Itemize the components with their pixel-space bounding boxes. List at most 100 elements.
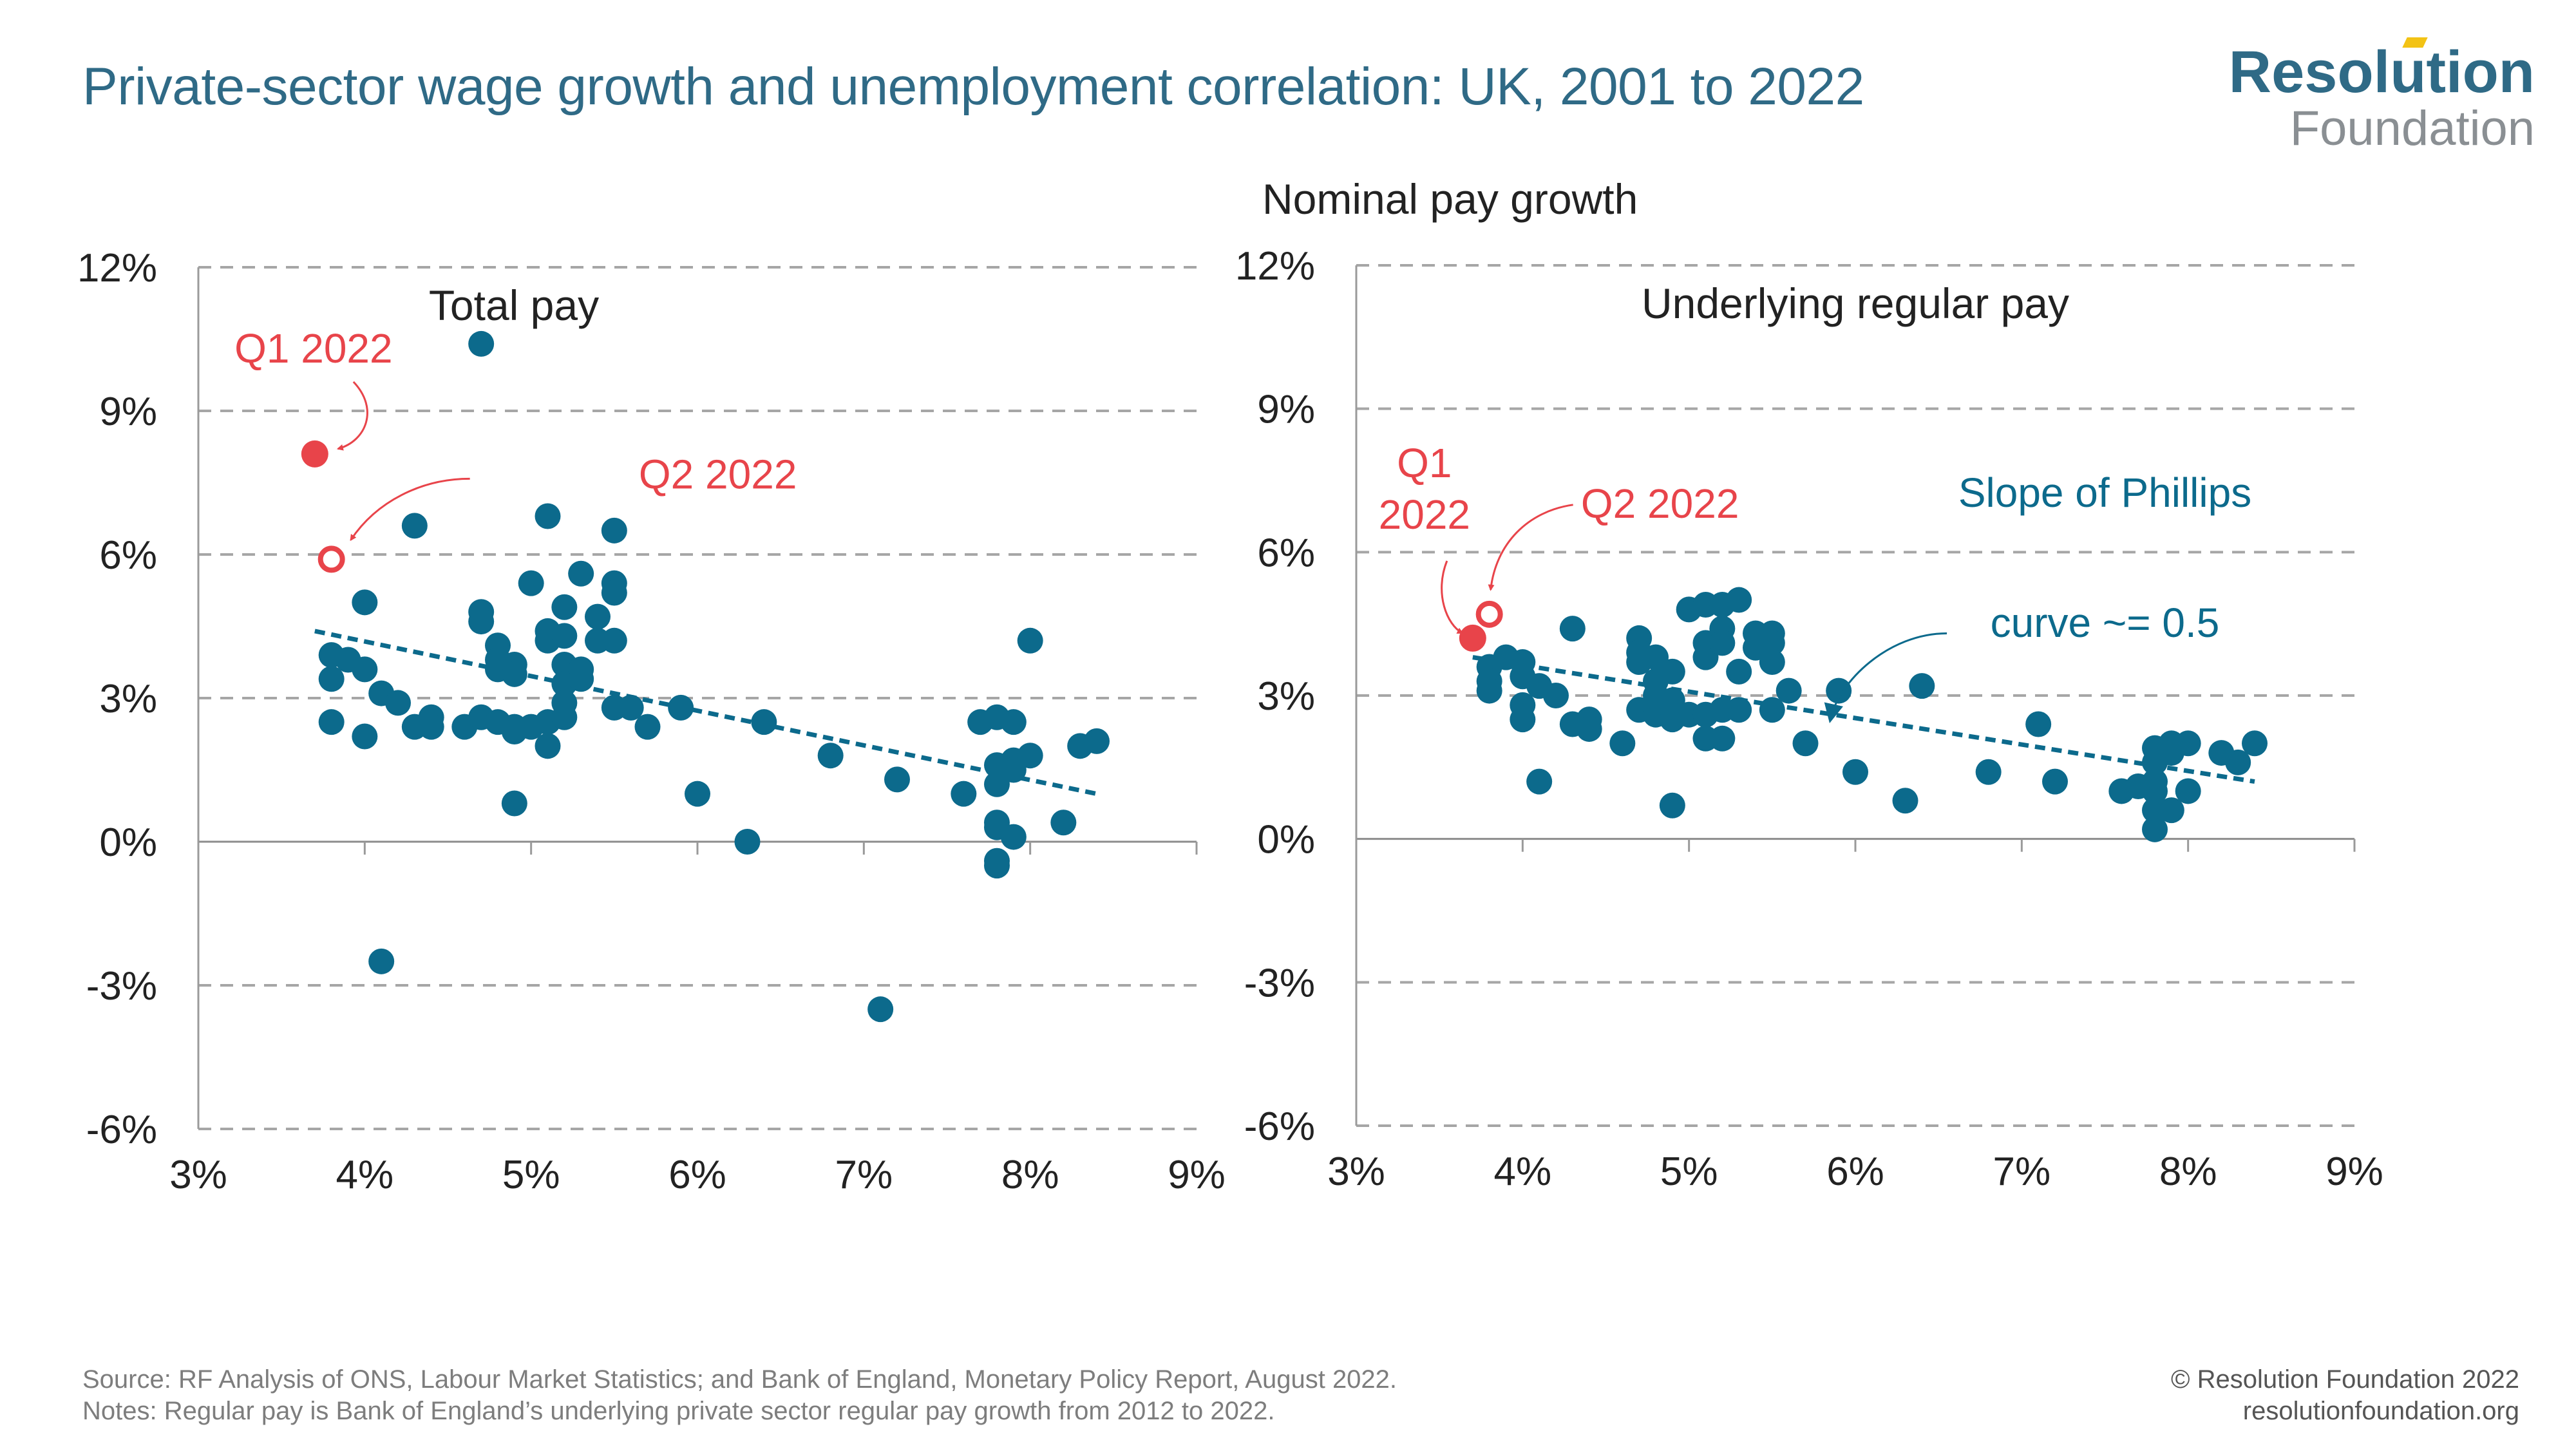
data-point (1909, 673, 1935, 699)
data-point (501, 790, 527, 817)
data-point (501, 661, 527, 687)
chart-panel-total-pay: -6% -3% 0% 3% 6% 9% 12% 3% 4% 5% 6% 7% 8% 9% Total pay… (77, 246, 1226, 1197)
data-point (751, 709, 777, 735)
annotation-q1: Q1 2022 (234, 325, 393, 372)
data-point (1776, 677, 1802, 704)
x-tick-label: 8% (2159, 1150, 2217, 1194)
data-point (518, 570, 544, 596)
annotation-arrow-q1 (336, 381, 368, 451)
data-point (685, 781, 710, 807)
data-point (884, 766, 910, 793)
data-point (1759, 697, 1785, 723)
data-point (1792, 730, 1819, 757)
x-tick-label: 7% (1993, 1150, 2051, 1194)
data-point (2042, 768, 2068, 795)
data-point (1826, 677, 1852, 704)
data-point (2025, 711, 2052, 737)
data-point (1609, 730, 1636, 757)
x-tick-label: 7% (835, 1153, 893, 1197)
data-point (984, 853, 1010, 879)
data-point (601, 580, 627, 606)
data-point (585, 603, 611, 630)
highlight-point-q1 (301, 440, 328, 468)
y-tick-label: 9% (99, 390, 157, 434)
logo-wordmark: Resolution (2229, 37, 2535, 102)
highlight-point-q2 (317, 545, 345, 573)
data-point (1476, 677, 1502, 704)
x-tick-label: 6% (1826, 1150, 1884, 1194)
data-point (634, 714, 661, 740)
data-point (1050, 810, 1077, 836)
data-point (2142, 778, 2168, 804)
annotation-arrow-q1 (1441, 560, 1464, 634)
data-point (551, 704, 578, 730)
data-point (2142, 816, 2168, 842)
data-point (1726, 697, 1752, 723)
data-point (1559, 616, 1586, 642)
data-point (1000, 709, 1027, 735)
data-point (1659, 658, 1685, 685)
data-point (1659, 792, 1685, 819)
data-point (1709, 630, 1736, 656)
data-point (1759, 630, 1785, 656)
x-tick-label: 5% (1660, 1150, 1718, 1194)
y-axis-label: Nominal pay growth (1262, 175, 1638, 223)
data-point (1842, 759, 1868, 785)
data-point (1526, 768, 1553, 795)
data-point (385, 690, 411, 716)
data-point (1892, 788, 1918, 814)
data-point (352, 589, 378, 616)
slope-annotation-line1: Slope of Phillips (1958, 469, 2251, 516)
data-point (1017, 627, 1043, 654)
highlight-point-q1 (1459, 624, 1486, 652)
y-tick-label: 9% (1257, 388, 1315, 432)
data-point (1643, 644, 1669, 670)
data-point (1000, 824, 1027, 850)
data-point (2175, 778, 2201, 804)
data-point (2158, 797, 2184, 824)
annotation-q1-line: 2022 (1379, 491, 1470, 538)
y-tick-label: 0% (99, 820, 157, 865)
data-point (535, 503, 561, 529)
slope-annotation-arrow (1824, 632, 1947, 723)
page-title: Private-sector wage growth and unemploym… (82, 57, 1864, 116)
y-tick-label: -3% (86, 964, 157, 1009)
data-point (1017, 743, 1043, 769)
data-point (2225, 749, 2251, 775)
data-point (401, 513, 428, 539)
data-point (601, 627, 627, 654)
y-tick-label: 12% (77, 246, 157, 290)
data-point (468, 609, 495, 635)
data-point (1576, 715, 1602, 742)
data-point (1692, 644, 1719, 670)
x-tick-label: 9% (1168, 1153, 1226, 1197)
x-tick-label: 3% (1327, 1150, 1385, 1194)
data-point (551, 594, 578, 620)
data-point (352, 656, 378, 683)
trendline (1472, 655, 2255, 784)
data-point (1543, 683, 1569, 708)
data-point (1726, 587, 1752, 613)
data-point (2242, 730, 2268, 757)
data-point (984, 771, 1010, 797)
data-point (618, 694, 644, 721)
annotation-q2: Q2 2022 (639, 451, 797, 497)
data-point (1084, 728, 1110, 754)
data-point (568, 666, 594, 692)
y-tick-label: 6% (99, 533, 157, 578)
chart-panel-regular-pay: -6% -3% 0% 3% 6% 9% 12% 3% 4% 5% 6% 7% 8% 9% Underlyin… (1235, 175, 2383, 1194)
data-point (352, 723, 378, 750)
x-tick-label: 9% (2325, 1150, 2383, 1194)
y-tick-label: -6% (1244, 1104, 1315, 1149)
data-point (368, 948, 395, 974)
footer-credits: © Resolution Foundation 2022 resolutionf… (2171, 1364, 2519, 1427)
data-point (551, 623, 578, 649)
notes-text: Notes: Regular pay is Bank of England’s … (82, 1396, 1275, 1425)
annotation-arrow-q2 (350, 477, 470, 542)
data-point (951, 781, 977, 807)
resolution-foundation-logo: Resolution Foundation (2229, 37, 2535, 153)
x-tick-label: 3% (169, 1153, 227, 1197)
x-tick-label: 6% (668, 1153, 726, 1197)
panel-title: Underlying regular pay (1642, 279, 2069, 327)
